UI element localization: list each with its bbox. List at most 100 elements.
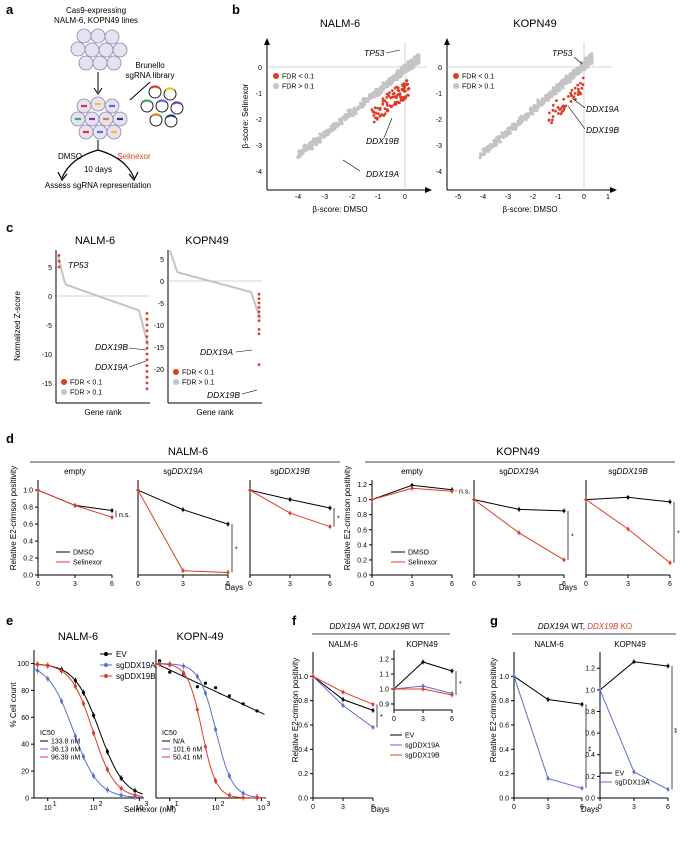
x-tick-label: 0 — [584, 581, 588, 588]
scatter-point — [493, 141, 497, 145]
x-tick-label: 0 — [248, 581, 252, 588]
scatter-point-hit — [570, 88, 574, 92]
scatter-point — [414, 56, 418, 60]
scatter-point — [333, 127, 337, 131]
x-tick-label: 3 — [632, 804, 636, 811]
c-nalm6-title: NALM-6 — [75, 235, 115, 247]
scatter-point — [578, 67, 583, 71]
scatter-point — [352, 110, 356, 114]
scatter-point-hit — [388, 104, 392, 108]
g-nalm6-title: NALM-6 — [534, 640, 564, 649]
scatter-point — [561, 86, 565, 90]
scatter-point — [478, 155, 482, 159]
scatter-point — [539, 102, 543, 106]
rank-hit-point — [145, 375, 149, 379]
subplot-title: sgDDX19A — [499, 467, 539, 476]
c2-ytick: -20 — [154, 367, 164, 374]
c2-yticks: 5 0 -5 -10 -15 -20 — [154, 257, 164, 374]
x-tick-label: 10 — [44, 805, 52, 812]
x-tick-exponent: 2 — [221, 801, 225, 808]
rank-hit-point — [145, 329, 149, 333]
scatter-point — [339, 120, 343, 125]
scatter-point-hit — [579, 81, 582, 85]
scatter-point — [316, 140, 320, 144]
y-tick-label: 0.2 — [499, 771, 509, 778]
y-tick-label: 1.1 — [379, 672, 389, 679]
scatter-point — [533, 109, 537, 113]
scatter-point — [327, 128, 331, 132]
dose-curve — [156, 663, 265, 799]
panel-d-label: d — [6, 431, 14, 446]
subplot-title-pre: empty — [401, 467, 423, 476]
b1-xtick: -3 — [322, 194, 328, 201]
scatter-point — [374, 87, 378, 92]
b1-gene-ddx19b: DDX19B — [366, 136, 399, 146]
b2-legend-hit-dot — [453, 73, 459, 79]
c1-legend-hit: FDR < 0.1 — [70, 380, 102, 387]
b1-yticks: 0 -1 -2 -3 -4 — [256, 65, 262, 176]
scatter-point — [392, 74, 396, 78]
f-legend-sgA: sgDDX19A — [405, 743, 440, 750]
b1-gene-ddx19a: DDX19A — [366, 169, 399, 179]
g-ylabel: Relative E2-crimson positivity — [489, 658, 498, 762]
scatter-point-hit — [548, 111, 551, 115]
g-header: DDX19A WT, DDX19B KO — [538, 622, 632, 631]
scatter-point-hit — [377, 112, 380, 116]
c1-ytick: -10 — [42, 352, 52, 359]
b1-scatter — [296, 53, 421, 159]
scatter-point — [571, 69, 576, 73]
e-kopn49-title: KOPN-49 — [176, 631, 223, 643]
y-tick-label: 1.2 — [585, 666, 595, 673]
b2-ytick: 0 — [438, 65, 442, 72]
scatter-point — [514, 127, 518, 131]
rank-hit-point — [145, 341, 149, 344]
rank-hit-point — [257, 301, 261, 305]
b2-xtick: -2 — [530, 194, 536, 201]
subplot-title-pre: sg — [499, 467, 507, 476]
assess-text: Assess sgRNA representation — [45, 181, 151, 190]
b2-yticks: 0 -1 -2 -3 -4 — [436, 65, 442, 176]
scatter-point — [303, 146, 307, 150]
e1-ic50-title: IC50 — [40, 730, 55, 737]
scatter-point-hit — [378, 106, 382, 110]
x-tick-label: 6 — [450, 716, 454, 723]
y-tick-label: 0.8 — [357, 512, 367, 519]
scatter-point-hit — [385, 103, 389, 107]
c2-ytick: -10 — [154, 323, 164, 330]
scatter-point-hit — [570, 93, 573, 97]
scatter-point-hit — [383, 107, 387, 110]
b2-ytick: -2 — [436, 117, 442, 124]
scatter-point — [527, 113, 531, 118]
scatter-point — [410, 66, 414, 70]
scatter-point — [367, 96, 371, 100]
significance-label: * — [380, 714, 383, 721]
c1-gene-ddx19b: DDX19B — [95, 342, 128, 352]
y-tick-label: 0.6 — [585, 731, 595, 738]
scatter-point — [550, 91, 555, 95]
b-ylabel: β-score: Selinexor — [241, 83, 250, 148]
scatter-point — [373, 91, 377, 95]
panel-f: f DDX19A WT, DDX19B WT NALM-6 KOPN49 Rel… — [291, 613, 462, 814]
ev-point — [255, 709, 259, 713]
cell-lines-text-2: NALM-6, KOPN49 lines — [54, 16, 138, 25]
x-tick-label: 0 — [512, 804, 516, 811]
scatter-point-hit — [581, 83, 585, 87]
scatter-point — [349, 113, 353, 117]
scatter-point-hit — [395, 85, 398, 89]
scatter-point — [561, 82, 565, 86]
g-legend-sgA: sgDDX19A — [615, 780, 650, 787]
x-tick-label: 0 — [472, 581, 476, 588]
rank-hit-point — [145, 346, 149, 350]
subplot-title: sgDDX19A — [163, 467, 203, 476]
scatter-point-hit — [562, 97, 566, 101]
scatter-point-hit — [397, 101, 400, 104]
scatter-point — [396, 74, 400, 78]
y-tick-label: 80 — [21, 688, 29, 695]
y-tick-label: 0.4 — [499, 747, 509, 754]
y-tick-label: 0.8 — [23, 505, 33, 512]
b1-xticks: -4 -3 -2 -1 0 — [295, 194, 407, 201]
x-tick-label: 0 — [598, 804, 602, 811]
b1-legend-nonhit: FDR > 0.1 — [282, 84, 314, 91]
y-tick-label: 0.8 — [585, 709, 595, 716]
b1-xtick: -1 — [375, 194, 381, 201]
